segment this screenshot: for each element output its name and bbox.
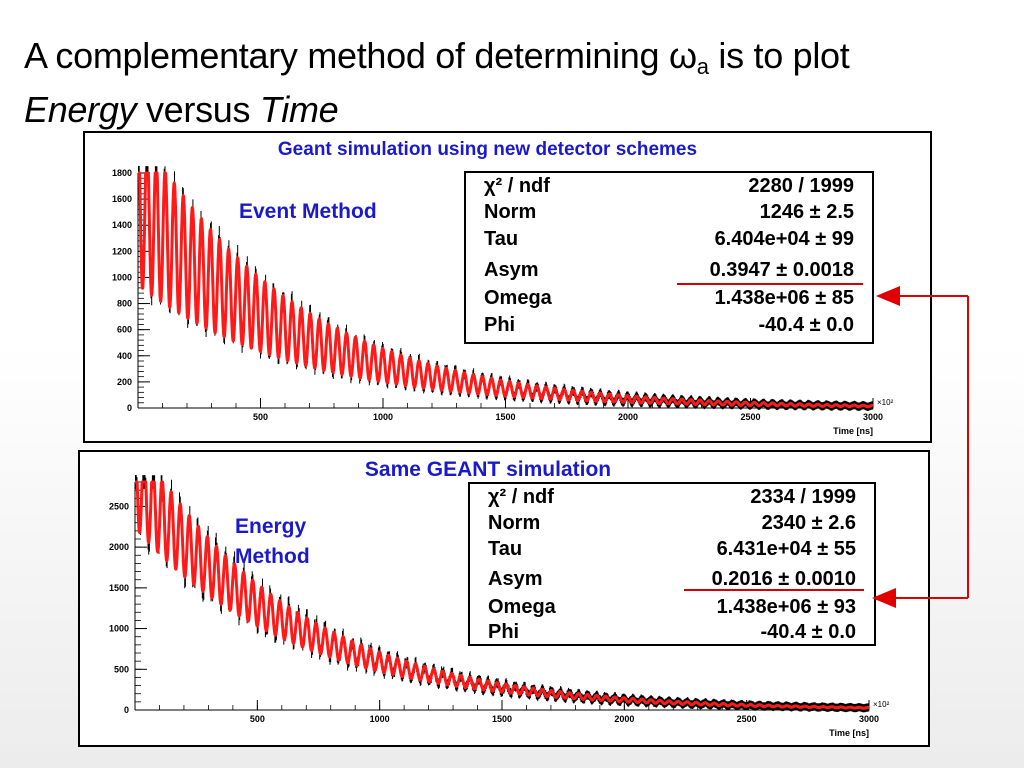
y-tick-label: 1000 xyxy=(109,624,129,634)
stat-value: 0.3947 ± 0.0018 xyxy=(709,259,854,281)
stat-value: -40.4 ± 0.0 xyxy=(758,314,854,336)
x-multiplier: ×10² xyxy=(873,700,890,709)
y-tick-label: 1600 xyxy=(112,194,132,204)
stat-key: Asym xyxy=(488,568,543,590)
x-tick-label: 1000 xyxy=(370,714,390,724)
event-method-panel: Geant simulation using new detector sche… xyxy=(83,131,932,443)
x-tick-label: 500 xyxy=(253,412,268,422)
y-tick-label: 400 xyxy=(117,351,132,361)
x-tick-label: 1000 xyxy=(373,412,393,422)
stat-key: χ² / ndf xyxy=(484,175,550,197)
asym-underline xyxy=(677,283,863,285)
stat-row-asym: Asym 0.3947 ± 0.0018 xyxy=(484,259,854,285)
stat-value: 2334 / 1999 xyxy=(750,486,856,508)
title-line-1: A complementary method of determining ωa… xyxy=(24,35,850,79)
y-tick-label: 0 xyxy=(127,403,132,413)
method-label: Event Method xyxy=(239,200,377,223)
stat-key: Tau xyxy=(488,538,523,560)
stat-row-ndf: χ² / ndf 2334 / 1999 xyxy=(488,486,856,512)
stat-value: -40.4 ± 0.0 xyxy=(760,621,856,643)
omega-symbol: ω xyxy=(668,35,697,76)
x-tick-label: 2500 xyxy=(740,412,760,422)
energy-method-chart: 0 500 1000 1500 2000 2500 500 1000 1500 2000 2500 3… xyxy=(109,475,890,738)
stat-row-norm: Norm 2340 ± 2.6 xyxy=(488,512,856,538)
x-axis-label: Time [ns] xyxy=(833,426,873,436)
method-label: Energy Method xyxy=(235,515,310,568)
x-tick-label: 2000 xyxy=(618,412,638,422)
stat-key: Phi xyxy=(484,314,516,336)
y-tick-label: 1800 xyxy=(112,168,132,178)
y-tick-label: 1500 xyxy=(109,583,129,593)
stat-value: 1.438e+06 ± 85 xyxy=(714,287,854,309)
y-tick-label: 0 xyxy=(124,705,129,715)
stat-value: 6.431e+04 ± 55 xyxy=(716,538,856,560)
y-tick-label: 500 xyxy=(114,664,129,674)
stat-key: χ² / ndf xyxy=(488,486,554,508)
y-tick-label: 1400 xyxy=(112,220,132,230)
panel-title: Geant simulation using new detector sche… xyxy=(277,139,698,160)
event-method-chart: 0 200 400 600 800 1000 1200 1400 1600 1800 500 1000… xyxy=(112,166,894,436)
stat-value: 2280 / 1999 xyxy=(748,175,854,197)
y-tick-label: 1000 xyxy=(112,272,132,282)
stat-row-tau: Tau 6.431e+04 ± 55 xyxy=(488,538,856,564)
x-tick-label: 2500 xyxy=(737,714,757,724)
x-axis-label: Time [ns] xyxy=(829,728,869,738)
title-line-2: Energy versus Time xyxy=(24,89,339,130)
y-tick-label: 1200 xyxy=(112,246,132,256)
stat-row-asym: Asym 0.2016 ± 0.0010 xyxy=(488,568,856,594)
stat-key: Omega xyxy=(488,596,556,618)
stat-row-omega: Omega 1.438e+06 ± 85 xyxy=(484,287,854,313)
stat-value: 6.404e+04 ± 99 xyxy=(714,228,854,250)
x-tick-label: 1500 xyxy=(492,714,512,724)
stat-key: Tau xyxy=(484,228,519,250)
stat-row-norm: Norm 1246 ± 2.5 xyxy=(484,201,854,227)
stat-row-ndf: χ² / ndf 2280 / 1999 xyxy=(484,175,854,201)
stat-value: 1.438e+06 ± 93 xyxy=(716,596,856,618)
stat-value: 2340 ± 2.6 xyxy=(761,512,856,534)
stat-row-tau: Tau 6.404e+04 ± 99 xyxy=(484,228,854,254)
energy-method-panel: Same GEANT simulation 0 500 1000 1500 2000 25… xyxy=(78,450,930,747)
fit-stats-box: χ² / ndf 2280 / 1999 Norm 1246 ± 2.5 Tau 6.40… xyxy=(464,171,874,344)
y-tick-label: 200 xyxy=(117,377,132,387)
stat-row-omega: Omega 1.438e+06 ± 93 xyxy=(488,596,856,622)
y-tick-label: 800 xyxy=(117,299,132,309)
x-multiplier: ×10² xyxy=(877,398,894,407)
stat-key: Norm xyxy=(488,512,541,534)
fit-curve xyxy=(136,171,875,409)
stat-key: Asym xyxy=(484,259,539,281)
panel-title: Same GEANT simulation xyxy=(364,458,612,481)
y-tick-label: 2500 xyxy=(109,501,129,511)
x-tick-label: 2000 xyxy=(614,714,634,724)
stat-key: Phi xyxy=(488,621,520,643)
x-tick-label: 500 xyxy=(250,714,265,724)
x-tick-label: 3000 xyxy=(859,714,879,724)
omega-subscript: a xyxy=(696,54,709,79)
stat-row-phi: Phi -40.4 ± 0.0 xyxy=(488,621,856,647)
slide-title: A complementary method of determining ωa… xyxy=(24,34,850,131)
fit-curve xyxy=(133,480,871,710)
asym-underline xyxy=(684,589,864,591)
stat-row-phi: Phi -40.4 ± 0.0 xyxy=(484,314,854,340)
x-tick-label: 1500 xyxy=(495,412,515,422)
stat-key: Norm xyxy=(484,201,537,223)
fit-stats-box: χ² / ndf 2334 / 1999 Norm 2340 ± 2.6 Tau 6.43… xyxy=(468,482,876,646)
stat-key: Omega xyxy=(484,287,552,309)
stat-value: 0.2016 ± 0.0010 xyxy=(711,568,856,590)
y-tick-label: 2000 xyxy=(109,542,129,552)
x-tick-label: 3000 xyxy=(863,412,883,422)
stat-value: 1246 ± 2.5 xyxy=(759,201,854,223)
y-tick-label: 600 xyxy=(117,325,132,335)
